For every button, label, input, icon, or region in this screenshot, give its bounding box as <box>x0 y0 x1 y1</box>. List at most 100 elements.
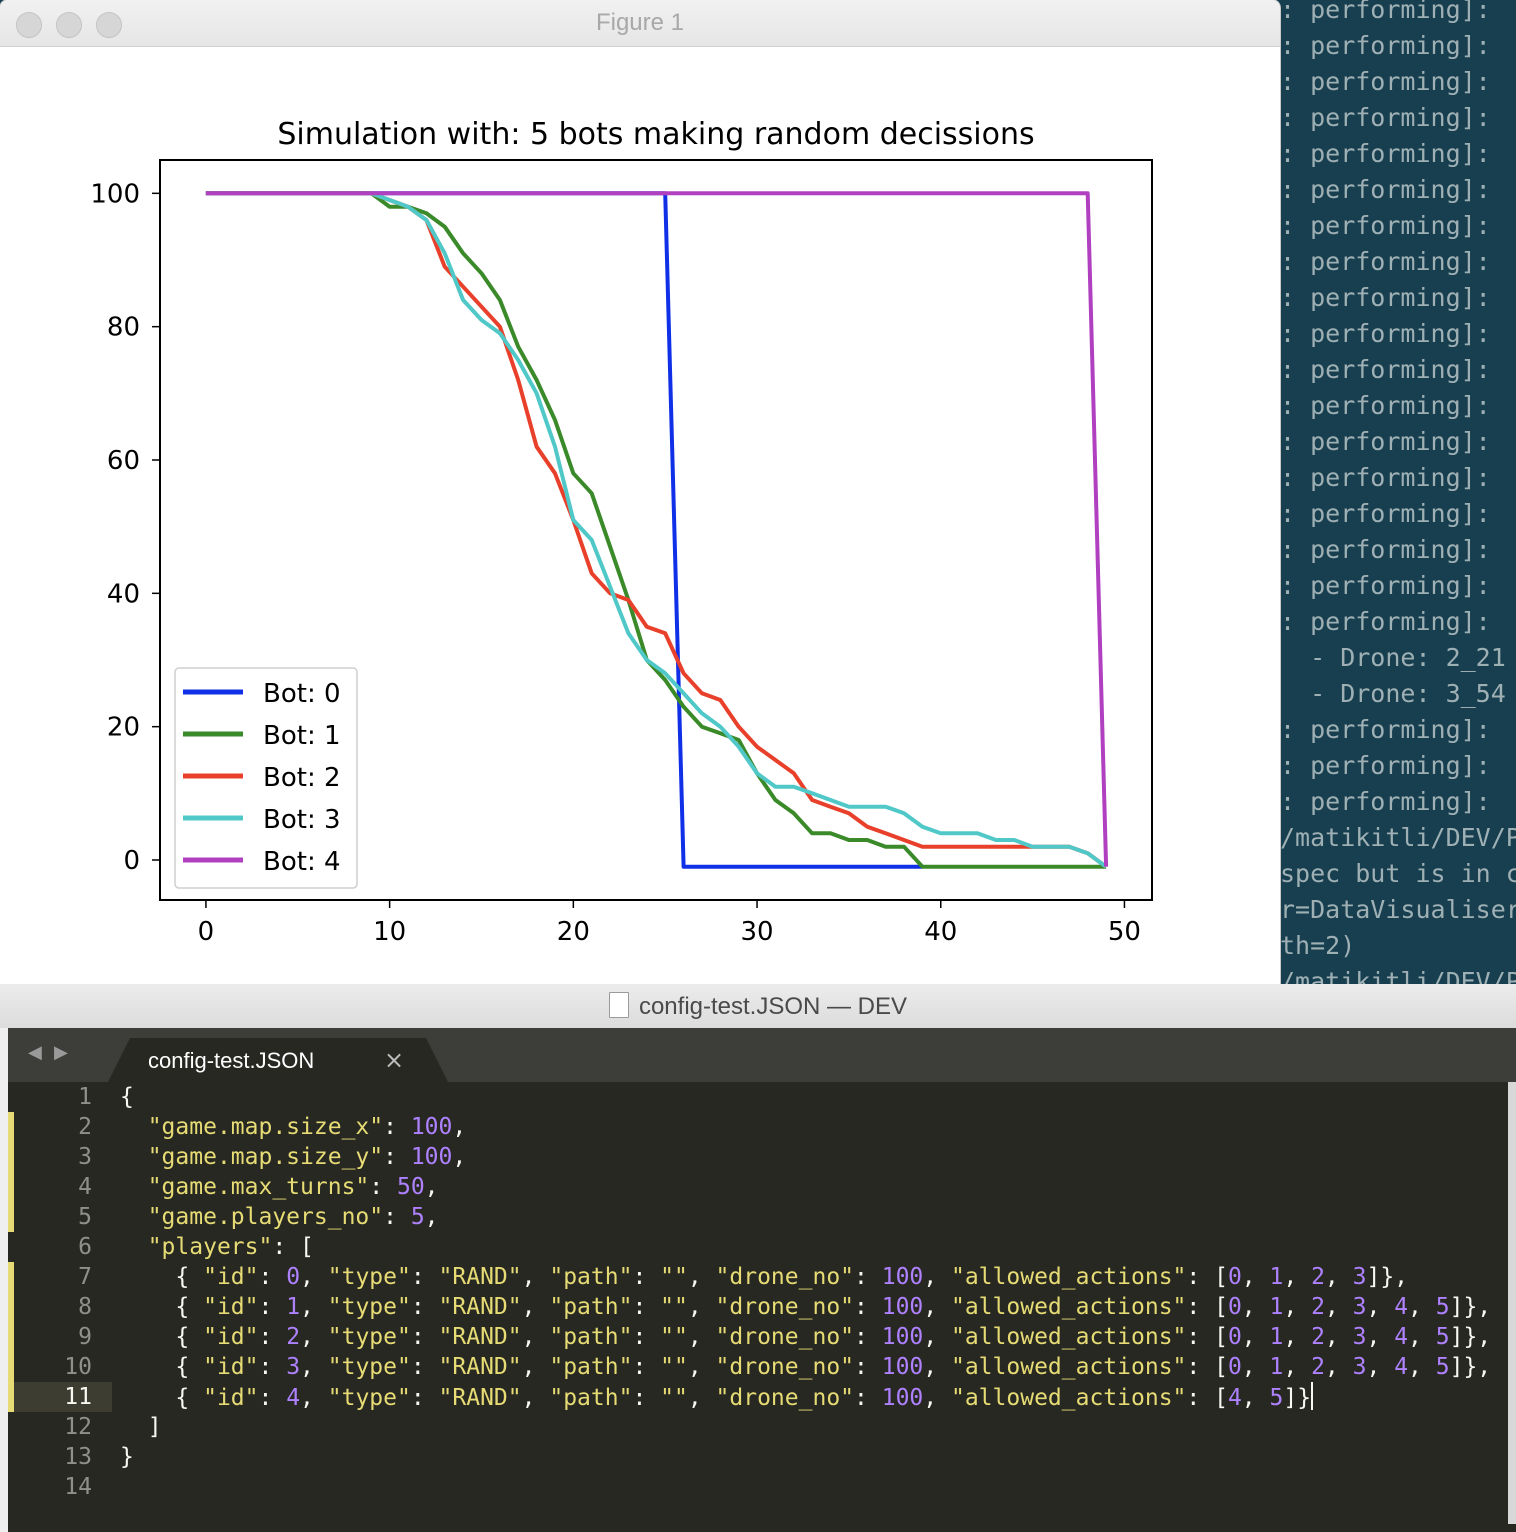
terminal-line: /matikitli/DEV/P <box>1280 967 1516 984</box>
line-number: 4 <box>78 1174 92 1200</box>
legend-label: Bot: 2 <box>263 763 341 793</box>
editor-window-title: config-test.JSON — DEV <box>0 992 1516 1021</box>
terminal-line: - Drone: 2_21 <box>1280 643 1506 672</box>
code-line: { "id": 2, "type": "RAND", "path": "", "… <box>120 1324 1492 1350</box>
line-number: 11 <box>64 1384 92 1410</box>
close-window-button[interactable] <box>16 12 42 38</box>
line-number: 10 <box>64 1354 92 1380</box>
desktop-edge <box>0 1028 8 1532</box>
line-number: 14 <box>64 1474 92 1500</box>
terminal-line: : performing]: <box>1280 391 1491 420</box>
terminal-line: : performing]: <box>1280 463 1491 492</box>
minimize-window-button[interactable] <box>56 12 82 38</box>
x-tick-label: 10 <box>373 917 406 947</box>
legend-label: Bot: 0 <box>263 679 341 709</box>
current-line-highlight <box>14 1382 112 1412</box>
x-tick-label: 0 <box>198 917 215 947</box>
terminal-line: : performing]: <box>1280 247 1491 276</box>
code-line: "game.max_turns": 50, <box>147 1174 439 1200</box>
terminal-line: : performing]: <box>1280 571 1491 600</box>
terminal-line: : performing]: <box>1280 427 1491 456</box>
terminal-line: /matikitli/DEV/P <box>1280 823 1516 852</box>
terminal-line: th=2) <box>1280 931 1356 960</box>
code-line: "game.players_no": 5, <box>147 1204 439 1230</box>
chart: Simulation with: 5 bots making random de… <box>90 117 1153 947</box>
terminal-line: : performing]: <box>1280 787 1491 816</box>
line-number: 13 <box>64 1444 92 1470</box>
figure-title: Figure 1 <box>595 9 685 36</box>
terminal-line: : performing]: <box>1280 715 1491 744</box>
line-number: 2 <box>78 1114 92 1140</box>
code-line: "players": [ <box>147 1234 314 1260</box>
x-tick-label: 50 <box>1108 917 1141 947</box>
terminal-line: : performing]: <box>1280 0 1491 24</box>
editor-tab-bar: ◀ ▶ config-test.JSON × <box>8 1028 1516 1082</box>
close-tab-icon[interactable]: × <box>384 1046 405 1074</box>
editor-body[interactable]: 1 2 3 4 5 6 7 8 9 10 11 12 13 14 { "game.map.size_x":… <box>8 1082 1508 1524</box>
y-tick-label: 0 <box>123 846 140 876</box>
series-line-bot-3 <box>205 191 1108 869</box>
line-number: 12 <box>64 1414 92 1440</box>
background-terminal[interactable]: : performing]:: performing]:: performing… <box>1280 0 1516 984</box>
terminal-line: : performing]: <box>1280 211 1491 240</box>
x-tick-label: 40 <box>924 917 957 947</box>
editor-window: config-test.JSON — DEV ◀ ▶ config-test.J… <box>0 984 1516 1532</box>
series-line-bot-2 <box>205 191 1108 869</box>
series-line-bot-1 <box>205 191 1107 869</box>
code-line: "game.map.size_x": 100, <box>147 1114 467 1140</box>
tab-config-test[interactable]: config-test.JSON × <box>108 1038 448 1082</box>
line-number: 6 <box>78 1234 92 1260</box>
terminal-line: : performing]: <box>1280 355 1491 384</box>
chart-title: Simulation with: 5 bots making random de… <box>277 117 1034 152</box>
terminal-line: : performing]: <box>1280 139 1491 168</box>
legend-label: Bot: 3 <box>263 805 341 835</box>
terminal-line: : performing]: <box>1280 751 1491 780</box>
text-caret <box>1311 1382 1314 1410</box>
zoom-window-button[interactable] <box>96 12 122 38</box>
terminal-line: : performing]: <box>1280 103 1491 132</box>
legend-label: Bot: 4 <box>263 847 341 877</box>
terminal-line: : performing]: <box>1280 175 1491 204</box>
legend-label: Bot: 1 <box>263 721 341 751</box>
code-line: "game.map.size_y": 100, <box>147 1144 467 1170</box>
line-number: 9 <box>78 1324 92 1350</box>
series-line-bot-4 <box>205 191 1109 867</box>
line-number: 8 <box>78 1294 92 1320</box>
x-tick-label: 20 <box>557 917 590 947</box>
terminal-line: : performing]: <box>1280 283 1491 312</box>
legend-box <box>174 667 358 889</box>
code-line: } <box>120 1444 134 1470</box>
line-number: 5 <box>78 1204 92 1230</box>
terminal-line: : performing]: <box>1280 535 1491 564</box>
terminal-line: : performing]: <box>1280 499 1491 528</box>
code-line: ] <box>120 1414 162 1440</box>
back-arrow-icon[interactable]: ◀ <box>28 1042 42 1063</box>
editor-titlebar[interactable]: config-test.JSON — DEV <box>0 984 1516 1029</box>
x-tick-label: 30 <box>740 917 773 947</box>
code-line: { "id": 1, "type": "RAND", "path": "", "… <box>120 1294 1492 1320</box>
modified-lines-marker <box>8 1112 14 1232</box>
line-number: 7 <box>78 1264 92 1290</box>
document-icon <box>608 992 629 1018</box>
line-number: 3 <box>78 1144 92 1170</box>
y-tick-label: 100 <box>90 179 140 209</box>
code-line: { <box>120 1084 134 1110</box>
code-line: { "id": 4, "type": "RAND", "path": "", "… <box>120 1382 1314 1413</box>
code-line: { "id": 0, "type": "RAND", "path": "", "… <box>120 1264 1409 1290</box>
y-tick-label: 60 <box>107 446 140 476</box>
editor-window-title-text: config-test.JSON — DEV <box>638 993 908 1020</box>
terminal-line: : performing]: <box>1280 607 1491 636</box>
y-tick-label: 80 <box>107 313 140 343</box>
terminal-line: r=DataVisualiser <box>1280 895 1516 924</box>
y-tick-label: 20 <box>107 713 140 743</box>
terminal-line: : performing]: <box>1280 31 1491 60</box>
terminal-line: - Drone: 3_54 <box>1280 679 1506 708</box>
editor-scrollbar[interactable] <box>1508 1082 1516 1524</box>
forward-arrow-icon[interactable]: ▶ <box>54 1042 68 1063</box>
y-tick-label: 40 <box>107 579 140 609</box>
terminal-line: : performing]: <box>1280 67 1491 96</box>
tab-label: config-test.JSON <box>148 1048 315 1073</box>
code-line: { "id": 3, "type": "RAND", "path": "", "… <box>120 1354 1492 1380</box>
line-number: 1 <box>78 1084 92 1110</box>
figure-titlebar[interactable]: Figure 1 <box>0 0 1280 47</box>
